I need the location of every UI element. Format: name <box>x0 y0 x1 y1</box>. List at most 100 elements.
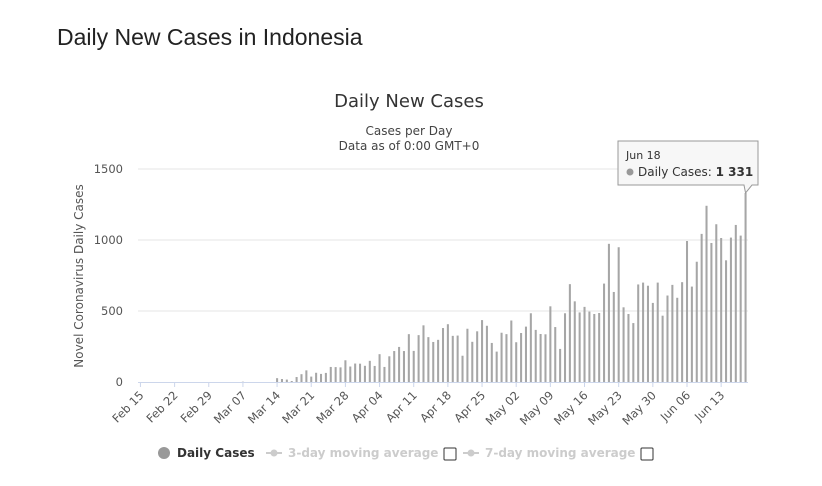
legend-marker[interactable] <box>467 449 475 457</box>
bar[interactable] <box>349 366 352 382</box>
bar[interactable] <box>612 291 615 382</box>
bar[interactable] <box>476 331 479 382</box>
bar[interactable] <box>544 334 547 382</box>
bar[interactable] <box>373 365 376 382</box>
bar[interactable] <box>715 224 718 382</box>
bar[interactable] <box>490 342 493 382</box>
bar[interactable] <box>700 233 703 382</box>
bar[interactable] <box>515 342 518 382</box>
bar[interactable] <box>310 376 313 382</box>
legend-marker[interactable] <box>158 447 170 459</box>
bar[interactable] <box>315 372 318 382</box>
legend-checkbox[interactable] <box>443 447 457 461</box>
bar[interactable] <box>280 379 283 382</box>
bar[interactable] <box>290 381 293 382</box>
bar[interactable] <box>642 282 645 382</box>
bar[interactable] <box>603 283 606 382</box>
bar[interactable] <box>656 282 659 382</box>
bar[interactable] <box>622 307 625 382</box>
bar[interactable] <box>378 354 381 382</box>
bar[interactable] <box>485 325 488 382</box>
legend-item-label[interactable]: 3-day moving average <box>288 446 438 460</box>
bar[interactable] <box>305 370 308 382</box>
bar[interactable] <box>456 335 459 382</box>
bar[interactable] <box>495 351 498 382</box>
bar[interactable] <box>651 302 654 382</box>
bar[interactable] <box>710 242 713 382</box>
bar[interactable] <box>398 346 401 382</box>
bar[interactable] <box>393 351 396 382</box>
legend-checkbox[interactable] <box>640 447 654 461</box>
bar[interactable] <box>461 355 464 382</box>
bar[interactable] <box>646 285 649 382</box>
bar[interactable] <box>661 315 664 382</box>
bar[interactable] <box>285 379 288 382</box>
bar[interactable] <box>671 284 674 382</box>
bar[interactable] <box>437 339 440 382</box>
bar[interactable] <box>720 238 723 382</box>
bar[interactable] <box>676 297 679 382</box>
bar[interactable] <box>520 333 523 382</box>
bar[interactable] <box>422 325 425 382</box>
bar[interactable] <box>729 237 732 382</box>
bar[interactable] <box>368 360 371 382</box>
bar[interactable] <box>363 365 366 382</box>
bar[interactable] <box>588 311 591 382</box>
bar[interactable] <box>539 334 542 382</box>
bar[interactable] <box>632 323 635 382</box>
legend-marker[interactable] <box>270 449 278 457</box>
bar[interactable] <box>329 366 332 382</box>
bar[interactable] <box>666 295 669 382</box>
bar[interactable] <box>637 284 640 382</box>
bar[interactable] <box>510 320 513 382</box>
bar[interactable] <box>471 341 474 382</box>
bar[interactable] <box>681 282 684 382</box>
bar[interactable] <box>466 328 469 382</box>
bar[interactable] <box>388 356 391 382</box>
bar[interactable] <box>319 373 323 382</box>
bar[interactable] <box>324 372 327 382</box>
bar[interactable] <box>344 360 347 382</box>
bar[interactable] <box>505 334 508 382</box>
bar[interactable] <box>432 341 435 382</box>
bar[interactable] <box>563 313 567 382</box>
bar[interactable] <box>549 306 552 382</box>
bar[interactable] <box>739 235 742 382</box>
bar[interactable] <box>744 193 747 382</box>
bar[interactable] <box>407 334 410 382</box>
bar[interactable] <box>441 328 445 382</box>
bar[interactable] <box>695 261 698 382</box>
bar[interactable] <box>559 348 562 382</box>
bar[interactable] <box>583 306 586 382</box>
legend-item-label[interactable]: 7-day moving average <box>485 446 635 460</box>
bar[interactable] <box>427 337 430 382</box>
bar[interactable] <box>554 327 557 382</box>
bar[interactable] <box>573 301 576 382</box>
bar[interactable] <box>451 335 454 382</box>
bar[interactable] <box>417 335 420 382</box>
bar[interactable] <box>617 247 620 382</box>
bar[interactable] <box>481 320 484 382</box>
legend-item-label[interactable]: Daily Cases <box>177 446 255 460</box>
bar[interactable] <box>529 313 532 382</box>
bar[interactable] <box>705 205 708 382</box>
bar[interactable] <box>334 367 337 382</box>
bar[interactable] <box>339 367 342 382</box>
bar[interactable] <box>627 313 630 382</box>
bar[interactable] <box>295 377 298 382</box>
bar[interactable] <box>300 374 303 382</box>
bar[interactable] <box>578 312 581 382</box>
bar[interactable] <box>685 240 689 382</box>
bar[interactable] <box>524 326 527 382</box>
bar[interactable] <box>690 286 693 382</box>
bar[interactable] <box>383 366 386 382</box>
bar[interactable] <box>598 312 601 382</box>
bar[interactable] <box>276 378 279 382</box>
bar[interactable] <box>734 224 737 382</box>
bar[interactable] <box>500 332 503 382</box>
bar[interactable] <box>446 324 449 382</box>
bar[interactable] <box>593 313 596 382</box>
bar[interactable] <box>354 363 357 382</box>
bar[interactable] <box>402 351 405 382</box>
bar[interactable] <box>359 363 362 382</box>
